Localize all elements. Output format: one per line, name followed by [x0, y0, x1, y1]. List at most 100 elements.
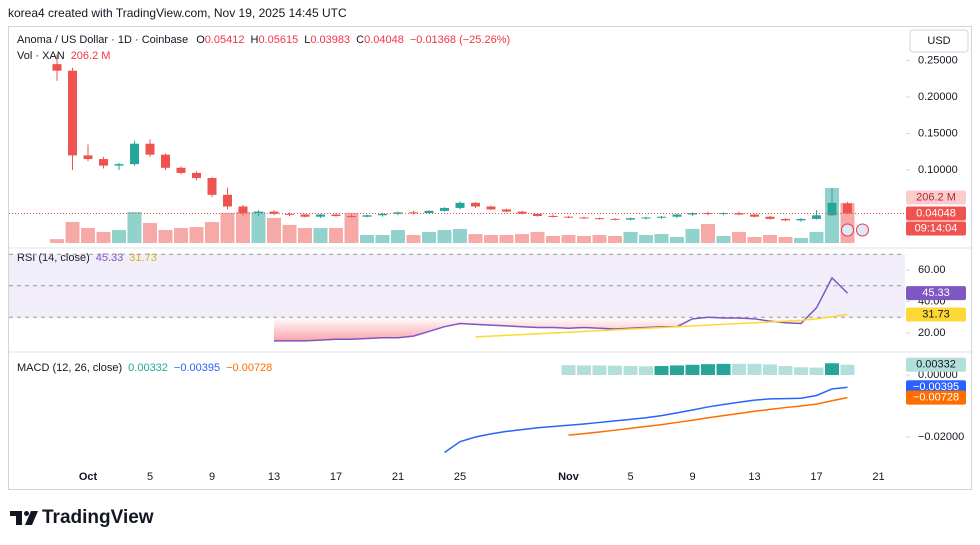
- currency-button[interactable]: [909, 29, 969, 53]
- candle-body: [641, 217, 651, 219]
- ohlc-value: 0.03983: [310, 34, 350, 46]
- x-tick-label: 5: [147, 471, 153, 483]
- signal-value: −0.00728: [226, 362, 272, 374]
- volume-bar: [344, 212, 359, 243]
- macd-title: MACD (12, 26, close): [17, 362, 122, 374]
- currency[interactable]: USD: [927, 35, 950, 47]
- volume-bar: [174, 228, 188, 243]
- volume-bar: [747, 236, 762, 243]
- candle-body: [316, 214, 325, 217]
- volume-bar: [685, 229, 700, 243]
- volume-bar: [484, 235, 498, 243]
- candle-body: [285, 213, 294, 215]
- candle-body: [564, 216, 573, 218]
- histogram-bar: [623, 366, 638, 376]
- volume-bar: [251, 211, 266, 243]
- candle-body: [331, 214, 341, 216]
- y-tick-label: 0.15000: [918, 127, 958, 139]
- logo-icon: [24, 511, 29, 516]
- volume-bar: [654, 234, 669, 243]
- ohlc-label: C: [356, 34, 364, 46]
- volume-bar: [112, 229, 126, 243]
- candle-body: [626, 218, 635, 220]
- hist-value: 0.00332: [128, 362, 168, 374]
- y-tick-label: 0.10000: [918, 164, 958, 176]
- volume-bar: [298, 228, 312, 243]
- volume-bar: [127, 211, 142, 243]
- histogram-bar: [608, 365, 622, 376]
- volume-bar: [577, 236, 591, 243]
- x-tick-label: 13: [748, 471, 760, 483]
- volume-label: Vol · XAN: [17, 50, 65, 62]
- volume-bar: [406, 235, 421, 243]
- histogram-bar: [747, 363, 762, 376]
- candle-body: [548, 215, 558, 217]
- candle-body: [672, 214, 682, 217]
- indicator-line: [444, 386, 848, 454]
- ohlc-label: O: [196, 34, 205, 46]
- value-tag: [906, 286, 966, 301]
- candle-body: [579, 217, 589, 219]
- volume-bar: [375, 235, 390, 243]
- candle-body: [424, 210, 434, 214]
- value-tag-text: 09:14:04: [915, 222, 958, 234]
- volume-bar: [158, 229, 173, 243]
- volume-bar: [236, 211, 250, 243]
- attribution: korea4 created with TradingView.com, Nov…: [8, 6, 347, 20]
- logo-icon: [25, 511, 38, 525]
- candle-body: [269, 211, 279, 214]
- volume-bar: [189, 227, 204, 243]
- candle-body: [409, 212, 418, 214]
- candle-body: [486, 206, 496, 210]
- macd-value: −0.00395: [174, 362, 220, 374]
- candle-body: [827, 202, 837, 216]
- value-tag-text: 0.00332: [916, 359, 956, 371]
- x-tick-label: Oct: [79, 471, 98, 483]
- volume-bar: [96, 231, 111, 243]
- x-tick-label: Nov: [558, 471, 580, 483]
- volume-bar: [50, 239, 64, 243]
- candle-body: [471, 202, 480, 207]
- candle-body: [688, 213, 697, 215]
- logo: TradingView: [10, 507, 154, 528]
- value-tag: [906, 190, 966, 205]
- histogram-bar: [794, 367, 808, 376]
- value-tag-text: 0.04048: [916, 207, 956, 219]
- candle-body: [796, 218, 806, 221]
- value-tag: [906, 221, 966, 236]
- volume-bar: [561, 235, 576, 243]
- candle-body: [610, 218, 620, 220]
- value-tag-text: 31.73: [922, 308, 950, 320]
- candle-body: [83, 155, 93, 160]
- x-tick-label: 9: [689, 471, 695, 483]
- y-tick-label: 0.00000: [918, 369, 958, 381]
- y-tick-label: −0.02000: [918, 431, 964, 443]
- volume-legend: Vol · XAN 206.2 M: [17, 50, 110, 62]
- candle-body: [843, 203, 852, 214]
- volume-bar: [360, 235, 374, 243]
- indicator-line: [475, 313, 848, 338]
- y-tick-label: 0.20000: [918, 91, 958, 103]
- candle-body: [517, 211, 527, 214]
- volume-bar: [794, 237, 808, 243]
- candle-body: [765, 216, 775, 219]
- ohlc-label: L: [304, 34, 310, 46]
- candle-body: [440, 207, 449, 211]
- volume-bar: [468, 234, 483, 243]
- volume-bar: [313, 228, 328, 243]
- volume-bar: [205, 222, 219, 243]
- histogram-bar: [763, 364, 777, 376]
- value-tag: [906, 357, 966, 372]
- y-tick-label: 0.25000: [918, 54, 958, 66]
- logo-icon: [10, 511, 22, 525]
- y-tick-label: 60.00: [918, 264, 946, 276]
- volume-bar: [608, 236, 622, 243]
- candle-body: [502, 209, 511, 212]
- volume-bar: [220, 212, 235, 243]
- candle-body: [52, 64, 62, 71]
- value-tag-text: −0.00728: [913, 391, 959, 403]
- macd-legend: MACD (12, 26, close) 0.00332 −0.00395 −0.00…: [17, 362, 272, 374]
- histogram-bar: [825, 363, 839, 376]
- candle-body: [455, 202, 465, 208]
